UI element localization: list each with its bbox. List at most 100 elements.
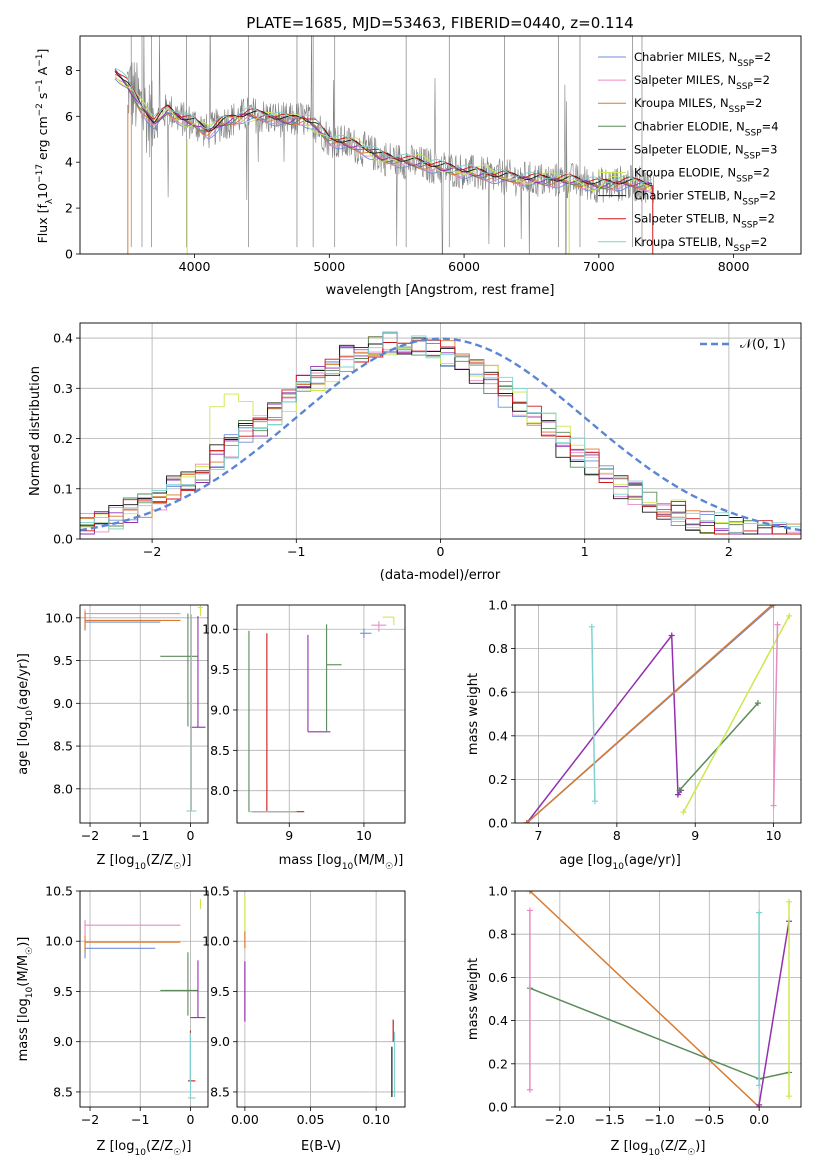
mass-weight-line (758, 921, 790, 1105)
x-tick-label: 0.05 (297, 1112, 325, 1127)
mass-weight-marker (588, 623, 595, 630)
plot-area (248, 616, 395, 813)
axes-frame (79, 604, 209, 824)
y-axis-label: mass weight (466, 673, 481, 755)
y-tick-label: 0.4 (488, 1013, 508, 1028)
x-axis-label: Z [log10(Z/Z☉)] (611, 1139, 706, 1158)
x-axis-label: (data-model)/error (380, 568, 501, 583)
x-tick-label: −1 (287, 544, 305, 559)
y-tick-label: 8 (65, 63, 73, 78)
y-tick-label: 1.0 (488, 598, 508, 613)
y-tick-label: 9.0 (210, 702, 230, 717)
y-tick-label: 0.8 (488, 641, 508, 656)
x-axis-label: Z [log10(Z/Z☉)] (97, 853, 192, 872)
grid (237, 890, 405, 1107)
x-tick-label: −1 (131, 828, 149, 843)
x-tick-label: 9 (691, 828, 699, 843)
y-tick-label: 2 (65, 201, 73, 216)
y-tick-label: 0.4 (53, 331, 73, 346)
mass-weight-marker (680, 809, 687, 816)
y-tick-label: 0.2 (53, 431, 73, 446)
x-tick-label: −2 (81, 828, 99, 843)
y-tick-label: 0.1 (53, 481, 73, 496)
grid (80, 890, 208, 1107)
x-tick-label: 4000 (179, 259, 211, 274)
y-tick-label: 0.0 (488, 1100, 508, 1115)
y-tick-label: 9.0 (53, 696, 73, 711)
residual-histogram (80, 339, 801, 535)
x-tick-label: 0.00 (231, 1112, 259, 1127)
figure-title: PLATE=1685, MJD=53463, FIBERID=0440, z=0… (246, 14, 633, 32)
y-tick-label: 6 (65, 109, 73, 124)
x-tick-label: −2.0 (545, 1112, 575, 1127)
plot-area (84, 605, 206, 812)
mass-weight-line (529, 891, 760, 1107)
y-tick-label: 0.3 (53, 381, 73, 396)
y-tick-label: 0.2 (488, 772, 508, 787)
x-axis-label: age [log10(age/yr)] (559, 853, 681, 872)
y-tick-label: 8.5 (53, 1084, 73, 1099)
x-tick-label: 7 (535, 828, 543, 843)
axes-frame (79, 322, 802, 540)
legend-entry: Kroupa MILES, NSSP=2 (634, 96, 762, 115)
weight-vs-metallicity-panel: −2.0 −1.5 −1.0 −0.5 0.0 0.0 0.2 0.4 0.6 0.8 1.0 Z [… (466, 884, 802, 1158)
y-axis-label: age [log10(age/yr)] (16, 653, 35, 775)
x-tick-label: 0 (186, 828, 194, 843)
y-tick-label: 0.6 (488, 970, 508, 985)
x-tick-label: −2 (81, 1112, 99, 1127)
y-tick-label: 1.0 (488, 884, 508, 899)
y-axis-label: mass [log10(M/M☉)] (16, 937, 35, 1062)
y-tick-label: 10.0 (202, 622, 230, 637)
y-axis-label: Flux [fλ10−17 erg cm−2 s−1 A−1] (35, 49, 55, 244)
y-tick-label: 0.2 (488, 1056, 508, 1071)
y-tick-label: 0 (65, 247, 73, 262)
model-spectrum-line (114, 70, 653, 185)
age-vs-metallicity-panel: −2 −1 0 8.0 8.5 9.0 9.5 10.0 Z [log10(Z/Z☉)] age … (16, 604, 209, 872)
grid (80, 605, 208, 823)
model-spectrum-line (114, 75, 653, 192)
mass-vs-ebv-panel: 0.00 0.05 0.10 8.5 9.0 9.5 10.0 10.5 E(B-V) (202, 884, 406, 1154)
y-tick-label: 0.6 (488, 685, 508, 700)
y-tick-label: 8.0 (210, 783, 230, 798)
grid (515, 604, 801, 824)
plot-area (523, 605, 793, 823)
spectrum-panel: 4000 5000 6000 7000 8000 0 2 4 6 8 Chabrier MILES,… (35, 35, 802, 298)
plot-area (80, 331, 801, 535)
mass-weight-marker (756, 909, 763, 916)
legend-entry: Chabrier MILES, NSSP=2 (634, 50, 771, 69)
residual-histogram (80, 332, 801, 533)
x-tick-label: 7000 (583, 259, 615, 274)
model-spectrum-line (114, 70, 652, 190)
plot-area (526, 891, 793, 1107)
x-tick-label: −1 (131, 1112, 149, 1127)
plot-area (244, 896, 396, 1097)
y-tick-label: 9.5 (53, 984, 73, 999)
mass-weight-marker (770, 605, 777, 608)
y-tick-label: 9.5 (210, 662, 230, 677)
grid (515, 890, 801, 1108)
mass-weight-marker (526, 891, 533, 894)
x-tick-label: 1 (581, 544, 589, 559)
y-tick-label: 0.4 (488, 728, 508, 743)
mass-weight-line (682, 615, 790, 813)
mass-weight-marker (786, 1093, 793, 1100)
normal-curve (80, 337, 801, 532)
axes-frame (514, 604, 802, 824)
y-tick-label: 0.0 (53, 532, 73, 547)
y-tick-label: 9.5 (210, 984, 230, 999)
mass-weight-marker (526, 907, 533, 914)
legend-normal-label: 𝒩(0, 1) (740, 336, 786, 351)
axes-frame (236, 890, 406, 1108)
model-spectrum-line (114, 68, 653, 189)
x-tick-label: −2 (143, 544, 161, 559)
residuals-panel: −2 −1 0 1 2 0.0 0.1 0.2 0.3 0.4 𝒩(0, 1) (data-model… (28, 322, 802, 583)
x-tick-label: 10 (766, 828, 782, 843)
mass-weight-line (772, 624, 779, 806)
plot-area (114, 36, 655, 254)
x-tick-label: 5000 (313, 259, 345, 274)
model-spectrum-line (114, 73, 653, 190)
x-axis-label: Z [log10(Z/Z☉)] (97, 1139, 192, 1158)
legend-entry: Salpeter MILES, NSSP=2 (634, 73, 770, 92)
legend-entry: Salpeter STELIB, NSSP=2 (634, 212, 775, 231)
x-tick-label: 8 (613, 828, 621, 843)
